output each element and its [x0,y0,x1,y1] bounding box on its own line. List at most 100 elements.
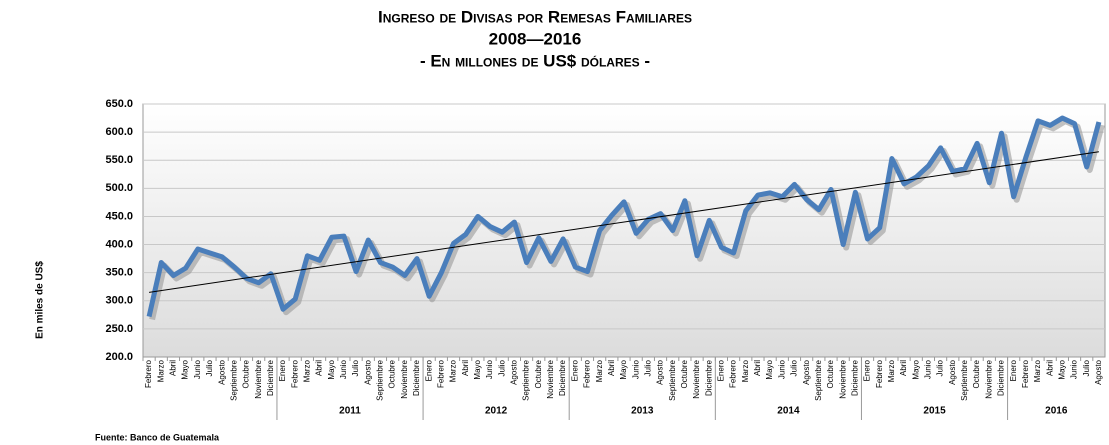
x-tick-label: Abril [753,360,762,376]
chart-subtitle: 2008—2016 [489,29,582,48]
x-tick-label: Diciembre [997,359,1006,396]
series-line [146,115,1102,318]
x-tick-label: Mayo [327,359,336,379]
x-tick-label: Febrero [729,359,738,388]
y-tick-label: 650.0 [105,98,133,110]
x-tick-label: Septiembre [960,359,969,400]
x-tick-label: Mayo [1057,359,1066,379]
x-tick-label: Junio [631,359,640,379]
x-tick-label: Mayo [181,359,190,379]
x-tick-label: Enero [1009,359,1018,381]
x-tick-label: Agosto [217,359,226,384]
x-tick-label: Noviembre [400,359,409,398]
x-tick-label: Junio [777,359,786,379]
x-tick-label: Marzo [741,359,750,382]
plot-area [142,103,1106,358]
x-tick-label: Mayo [619,359,628,379]
x-tick-label: Mayo [765,359,774,379]
x-tick-label: Marzo [1033,359,1042,382]
x-tick-label: Mayo [911,359,920,379]
x-tick-label: Mayo [473,359,482,379]
x-tick-label: Agosto [510,359,519,384]
y-tick-label: 200.0 [105,351,133,363]
x-tick-label: Febrero [583,359,592,388]
x-tick-label: Marzo [156,359,165,382]
year-label: 2016 [1045,406,1068,417]
x-tick-label: Abril [461,360,470,376]
y-tick-label: 350.0 [105,267,133,279]
x-tick-label: Febrero [144,359,153,388]
x-tick-label: Noviembre [838,359,847,398]
x-tick-label: Septiembre [229,359,238,400]
year-label: 2012 [485,406,508,417]
y-tick-label: 250.0 [105,323,133,335]
x-tick-label: Octubre [388,359,397,388]
x-tick-label: Septiembre [668,359,677,400]
x-tick-label: Octubre [826,359,835,388]
year-label: 2011 [339,406,361,417]
x-tick-label: Junio [485,359,494,379]
x-tick-label: Marzo [887,359,896,382]
x-tick-label: Noviembre [692,359,701,398]
x-tick-label: Febrero [290,359,299,388]
x-tick-label: Julio [351,359,360,376]
source-note: Fuente: Banco de Guatemala [95,432,220,442]
y-tick-label: 500.0 [105,182,133,194]
year-label: 2015 [923,406,946,417]
x-tick-label: Junio [193,359,202,379]
chart-title: Ingreso de Divisas por Remesas Familiare… [378,7,692,26]
x-tick-label: Octubre [242,359,251,388]
y-axis-label: En miles de US$ [35,261,46,339]
x-tick-label: Enero [424,359,433,381]
x-tick-label: Abril [169,360,178,376]
x-tick-label: Enero [570,359,579,381]
x-tick-label: Agosto [1094,359,1103,384]
x-tick-label: Septiembre [376,359,385,400]
x-tick-label: Febrero [1021,359,1030,388]
x-tick-label: Abril [1045,360,1054,376]
y-tick-label: 400.0 [105,238,133,250]
chart-subtitle: - En millones de US$ dólares - [420,51,650,70]
x-tick-label: Abril [315,360,324,376]
x-tick-label: Junio [1070,359,1079,379]
x-tick-label: Noviembre [546,359,555,398]
x-tick-label: Noviembre [984,359,993,398]
x-tick-label: Julio [1082,359,1091,376]
x-tick-label: Febrero [436,359,445,388]
year-label: 2014 [777,406,800,417]
x-tick-label: Agosto [363,359,372,384]
y-tick-label: 550.0 [105,154,133,166]
x-tick-label: Diciembre [412,359,421,396]
x-tick-label: Octubre [680,359,689,388]
x-tick-label: Junio [924,359,933,379]
x-tick-label: Diciembre [850,359,859,396]
x-tick-label: Abril [607,360,616,376]
trend-line [149,151,1099,293]
x-tick-label: Noviembre [254,359,263,398]
x-tick-label: Diciembre [266,359,275,396]
x-tick-label: Julio [205,359,214,376]
x-tick-label: Junio [339,359,348,379]
x-tick-label: Marzo [449,359,458,382]
x-tick-label: Diciembre [558,359,567,396]
x-tick-label: Septiembre [522,359,531,400]
x-tick-label: Marzo [595,359,604,382]
x-tick-label: Julio [790,359,799,376]
x-tick-label: Abril [899,360,908,376]
y-tick-label: 600.0 [105,126,133,138]
x-tick-label: Enero [278,359,287,381]
x-tick-label: Marzo [303,359,312,382]
x-tick-label: Agosto [656,359,665,384]
x-tick-label: Enero [863,359,872,381]
x-tick-label: Octubre [972,359,981,388]
x-tick-label: Octubre [534,359,543,388]
x-tick-label: Julio [936,359,945,376]
x-tick-label: Agosto [948,359,957,384]
y-tick-label: 450.0 [105,210,133,222]
x-tick-label: Febrero [875,359,884,388]
x-tick-label: Septiembre [814,359,823,400]
x-tick-label: Julio [497,359,506,376]
x-tick-label: Enero [717,359,726,381]
x-tick-label: Julio [643,359,652,376]
